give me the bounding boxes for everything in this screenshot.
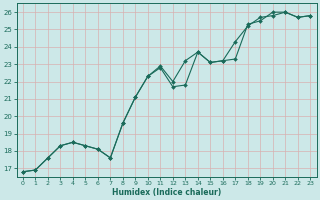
X-axis label: Humidex (Indice chaleur): Humidex (Indice chaleur) [112,188,221,197]
